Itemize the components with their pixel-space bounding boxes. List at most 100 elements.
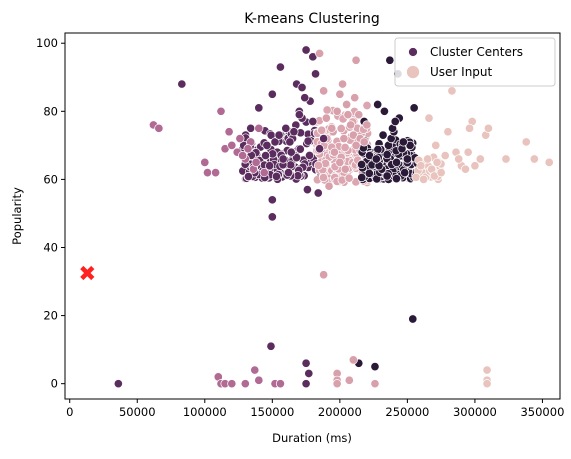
data-point <box>400 168 408 176</box>
data-point <box>423 155 431 163</box>
data-point <box>322 114 330 122</box>
data-point <box>346 121 354 129</box>
data-point <box>419 175 427 183</box>
data-point <box>530 155 538 163</box>
data-point <box>305 151 313 159</box>
data-point <box>352 141 360 149</box>
data-point <box>360 138 368 146</box>
data-point <box>295 111 303 119</box>
data-point <box>301 93 309 101</box>
data-point <box>380 107 388 115</box>
data-point <box>255 376 263 384</box>
data-point <box>371 379 379 387</box>
data-point <box>392 174 400 182</box>
data-point <box>319 87 327 95</box>
data-point <box>336 90 344 98</box>
data-point <box>363 121 371 129</box>
data-point <box>484 124 492 132</box>
data-point <box>328 124 336 132</box>
data-point <box>372 155 380 163</box>
legend-label-cluster-centers: Cluster Centers <box>430 45 523 59</box>
data-point <box>383 150 391 158</box>
data-point <box>260 168 268 176</box>
data-point <box>319 173 327 181</box>
data-point <box>403 155 411 163</box>
data-point <box>522 138 530 146</box>
data-point <box>255 124 263 132</box>
x-tick-label: 150000 <box>250 405 294 419</box>
data-point <box>417 162 425 170</box>
data-point <box>302 379 310 387</box>
data-point <box>330 148 338 156</box>
x-tick-label: 350000 <box>520 405 564 419</box>
data-point <box>236 134 244 142</box>
legend: Cluster Centers User Input <box>395 38 555 86</box>
data-point <box>178 80 186 88</box>
data-point <box>309 117 317 125</box>
data-point <box>391 117 399 125</box>
data-point <box>476 155 484 163</box>
y-axis-label: Popularity <box>10 187 24 245</box>
data-point <box>276 63 284 71</box>
data-point <box>340 134 348 142</box>
data-point <box>341 165 349 173</box>
y-tick-label: 100 <box>36 36 58 50</box>
data-point <box>315 49 323 57</box>
data-point <box>317 126 325 134</box>
data-point <box>155 124 163 132</box>
data-point <box>432 141 440 149</box>
data-point <box>268 213 276 221</box>
x-tick-label: 100000 <box>183 405 227 419</box>
data-point <box>410 104 418 112</box>
data-point <box>409 315 417 323</box>
x-tick-label: 50000 <box>119 405 156 419</box>
data-point <box>344 111 352 119</box>
data-point <box>465 124 473 132</box>
y-tick-label: 0 <box>51 377 58 391</box>
data-point <box>333 107 341 115</box>
data-point <box>502 155 510 163</box>
data-point <box>365 169 373 177</box>
data-point <box>337 124 345 132</box>
data-point <box>437 168 445 176</box>
data-point <box>228 379 236 387</box>
legend-marker-user-input <box>407 66 420 79</box>
data-point <box>267 342 275 350</box>
data-point <box>255 104 263 112</box>
data-point <box>412 173 420 181</box>
data-point <box>464 148 472 156</box>
data-point <box>349 356 357 364</box>
data-point <box>363 101 371 109</box>
data-point <box>276 379 284 387</box>
data-point <box>373 100 381 108</box>
data-point <box>290 128 298 136</box>
data-point <box>251 366 259 374</box>
data-point <box>379 131 387 139</box>
data-point <box>244 145 252 153</box>
data-point <box>371 362 379 370</box>
data-point <box>433 158 441 166</box>
x-tick-label: 0 <box>66 405 73 419</box>
y-tick-label: 60 <box>43 172 58 186</box>
data-point <box>225 128 233 136</box>
data-point <box>399 138 407 146</box>
data-point <box>305 369 313 377</box>
data-point <box>441 151 449 159</box>
data-point <box>425 114 433 122</box>
data-point <box>304 137 312 145</box>
data-point <box>244 172 252 180</box>
data-point <box>261 151 269 159</box>
chart-title: K-means Clustering <box>244 11 380 27</box>
y-tick-label: 20 <box>43 309 58 323</box>
data-point <box>296 145 304 153</box>
data-point <box>201 158 209 166</box>
data-point <box>336 158 344 166</box>
data-point <box>448 87 456 95</box>
data-point <box>284 168 292 176</box>
data-point <box>268 90 276 98</box>
data-point <box>238 151 246 159</box>
data-point <box>286 138 294 146</box>
data-point <box>114 379 122 387</box>
